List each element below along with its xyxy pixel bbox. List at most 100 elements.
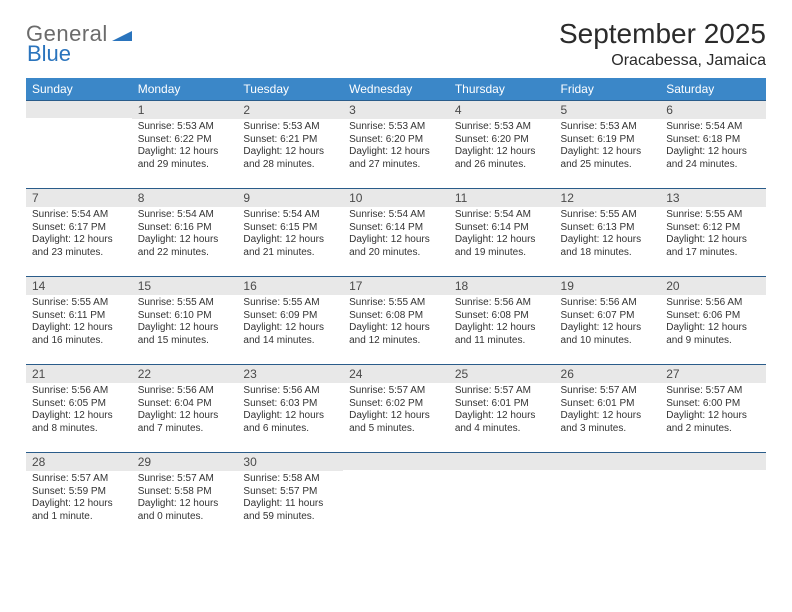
day-header: Monday: [132, 78, 238, 100]
day-detail-line: Sunrise: 5:53 AM: [243, 121, 337, 134]
title-block: September 2025 Oracabessa, Jamaica: [559, 18, 766, 70]
day-detail-line: Sunrise: 5:57 AM: [138, 473, 232, 486]
brand-word-2: Blue: [27, 44, 132, 64]
day-header: Sunday: [26, 78, 132, 100]
calendar-day-cell: 6Sunrise: 5:54 AMSunset: 6:18 PMDaylight…: [660, 100, 766, 188]
day-detail-line: Daylight: 12 hours: [349, 234, 443, 247]
day-detail-line: and 21 minutes.: [243, 247, 337, 260]
day-detail-line: and 8 minutes.: [32, 423, 126, 436]
day-detail: Sunrise: 5:56 AMSunset: 6:08 PMDaylight:…: [449, 295, 555, 351]
day-detail-line: and 23 minutes.: [32, 247, 126, 260]
day-detail-line: and 19 minutes.: [455, 247, 549, 260]
day-detail: Sunrise: 5:53 AMSunset: 6:19 PMDaylight:…: [555, 119, 661, 175]
empty-day-bar: [26, 100, 132, 118]
day-detail-line: and 10 minutes.: [561, 335, 655, 348]
day-detail-line: and 28 minutes.: [243, 159, 337, 172]
day-detail-line: and 29 minutes.: [138, 159, 232, 172]
day-detail: Sunrise: 5:55 AMSunset: 6:12 PMDaylight:…: [660, 207, 766, 263]
day-detail-line: and 20 minutes.: [349, 247, 443, 260]
day-detail-line: and 27 minutes.: [349, 159, 443, 172]
calendar-day-cell: [26, 100, 132, 188]
day-detail: Sunrise: 5:57 AMSunset: 6:01 PMDaylight:…: [449, 383, 555, 439]
day-detail-line: Sunrise: 5:57 AM: [455, 385, 549, 398]
day-detail: Sunrise: 5:56 AMSunset: 6:04 PMDaylight:…: [132, 383, 238, 439]
day-detail-line: and 6 minutes.: [243, 423, 337, 436]
day-detail-line: Sunrise: 5:56 AM: [243, 385, 337, 398]
day-detail-line: Daylight: 12 hours: [455, 234, 549, 247]
day-detail-line: Sunrise: 5:56 AM: [561, 297, 655, 310]
day-detail: Sunrise: 5:53 AMSunset: 6:20 PMDaylight:…: [343, 119, 449, 175]
day-number: 5: [555, 100, 661, 119]
day-number: 10: [343, 188, 449, 207]
day-detail-line: Sunrise: 5:56 AM: [32, 385, 126, 398]
day-detail-line: and 17 minutes.: [666, 247, 760, 260]
day-detail: Sunrise: 5:54 AMSunset: 6:16 PMDaylight:…: [132, 207, 238, 263]
day-detail: Sunrise: 5:57 AMSunset: 5:58 PMDaylight:…: [132, 471, 238, 527]
calendar-day-cell: 28Sunrise: 5:57 AMSunset: 5:59 PMDayligh…: [26, 452, 132, 540]
day-detail: Sunrise: 5:56 AMSunset: 6:03 PMDaylight:…: [237, 383, 343, 439]
day-number: 23: [237, 364, 343, 383]
calendar-day-cell: 20Sunrise: 5:56 AMSunset: 6:06 PMDayligh…: [660, 276, 766, 364]
day-detail-line: Sunrise: 5:55 AM: [138, 297, 232, 310]
day-detail-line: Sunrise: 5:54 AM: [32, 209, 126, 222]
day-detail-line: Sunset: 5:58 PM: [138, 486, 232, 499]
day-detail-line: and 5 minutes.: [349, 423, 443, 436]
calendar-day-cell: [343, 452, 449, 540]
day-detail-line: Sunrise: 5:53 AM: [138, 121, 232, 134]
day-detail-line: Sunset: 6:07 PM: [561, 310, 655, 323]
calendar-week-row: 7Sunrise: 5:54 AMSunset: 6:17 PMDaylight…: [26, 188, 766, 276]
brand-logo: General Blue: [26, 18, 132, 64]
day-number: 18: [449, 276, 555, 295]
day-detail-line: Sunset: 6:15 PM: [243, 222, 337, 235]
day-header: Wednesday: [343, 78, 449, 100]
calendar-day-cell: 22Sunrise: 5:56 AMSunset: 6:04 PMDayligh…: [132, 364, 238, 452]
day-number: 29: [132, 452, 238, 471]
calendar-day-cell: 17Sunrise: 5:55 AMSunset: 6:08 PMDayligh…: [343, 276, 449, 364]
day-number: 25: [449, 364, 555, 383]
day-detail-line: Daylight: 12 hours: [243, 234, 337, 247]
location-label: Oracabessa, Jamaica: [559, 52, 766, 70]
day-detail: Sunrise: 5:55 AMSunset: 6:08 PMDaylight:…: [343, 295, 449, 351]
day-detail-line: Sunset: 6:19 PM: [561, 134, 655, 147]
day-detail-line: Daylight: 12 hours: [666, 146, 760, 159]
empty-day-bar: [555, 452, 661, 470]
day-detail-line: and 18 minutes.: [561, 247, 655, 260]
day-detail-line: and 16 minutes.: [32, 335, 126, 348]
day-number: 17: [343, 276, 449, 295]
calendar-day-cell: 10Sunrise: 5:54 AMSunset: 6:14 PMDayligh…: [343, 188, 449, 276]
day-number: 21: [26, 364, 132, 383]
calendar-day-cell: 25Sunrise: 5:57 AMSunset: 6:01 PMDayligh…: [449, 364, 555, 452]
calendar-day-cell: 11Sunrise: 5:54 AMSunset: 6:14 PMDayligh…: [449, 188, 555, 276]
page-header: General Blue September 2025 Oracabessa, …: [26, 18, 766, 70]
day-number: 9: [237, 188, 343, 207]
day-detail: Sunrise: 5:54 AMSunset: 6:18 PMDaylight:…: [660, 119, 766, 175]
day-detail-line: Sunrise: 5:57 AM: [349, 385, 443, 398]
calendar-day-cell: 3Sunrise: 5:53 AMSunset: 6:20 PMDaylight…: [343, 100, 449, 188]
day-detail: Sunrise: 5:55 AMSunset: 6:09 PMDaylight:…: [237, 295, 343, 351]
day-detail-line: Sunset: 6:04 PM: [138, 398, 232, 411]
day-number: 8: [132, 188, 238, 207]
day-detail: Sunrise: 5:56 AMSunset: 6:06 PMDaylight:…: [660, 295, 766, 351]
day-detail-line: Sunset: 5:59 PM: [32, 486, 126, 499]
calendar-day-cell: 24Sunrise: 5:57 AMSunset: 6:02 PMDayligh…: [343, 364, 449, 452]
day-detail-line: Daylight: 12 hours: [561, 146, 655, 159]
day-detail-line: Sunrise: 5:57 AM: [666, 385, 760, 398]
day-number: 1: [132, 100, 238, 119]
day-detail-line: Sunset: 6:00 PM: [666, 398, 760, 411]
day-detail-line: Daylight: 12 hours: [349, 410, 443, 423]
day-detail-line: Daylight: 11 hours: [243, 498, 337, 511]
day-detail-line: Daylight: 12 hours: [138, 234, 232, 247]
day-detail: Sunrise: 5:57 AMSunset: 5:59 PMDaylight:…: [26, 471, 132, 527]
day-detail-line: Sunset: 6:08 PM: [455, 310, 549, 323]
day-detail: Sunrise: 5:53 AMSunset: 6:20 PMDaylight:…: [449, 119, 555, 175]
day-detail-line: Daylight: 12 hours: [243, 410, 337, 423]
day-detail: Sunrise: 5:55 AMSunset: 6:10 PMDaylight:…: [132, 295, 238, 351]
day-detail-line: Sunset: 6:18 PM: [666, 134, 760, 147]
calendar-day-cell: 19Sunrise: 5:56 AMSunset: 6:07 PMDayligh…: [555, 276, 661, 364]
day-number: 2: [237, 100, 343, 119]
calendar-day-cell: 8Sunrise: 5:54 AMSunset: 6:16 PMDaylight…: [132, 188, 238, 276]
day-detail-line: Daylight: 12 hours: [349, 146, 443, 159]
day-number: 11: [449, 188, 555, 207]
day-detail-line: Daylight: 12 hours: [243, 146, 337, 159]
day-detail-line: and 4 minutes.: [455, 423, 549, 436]
